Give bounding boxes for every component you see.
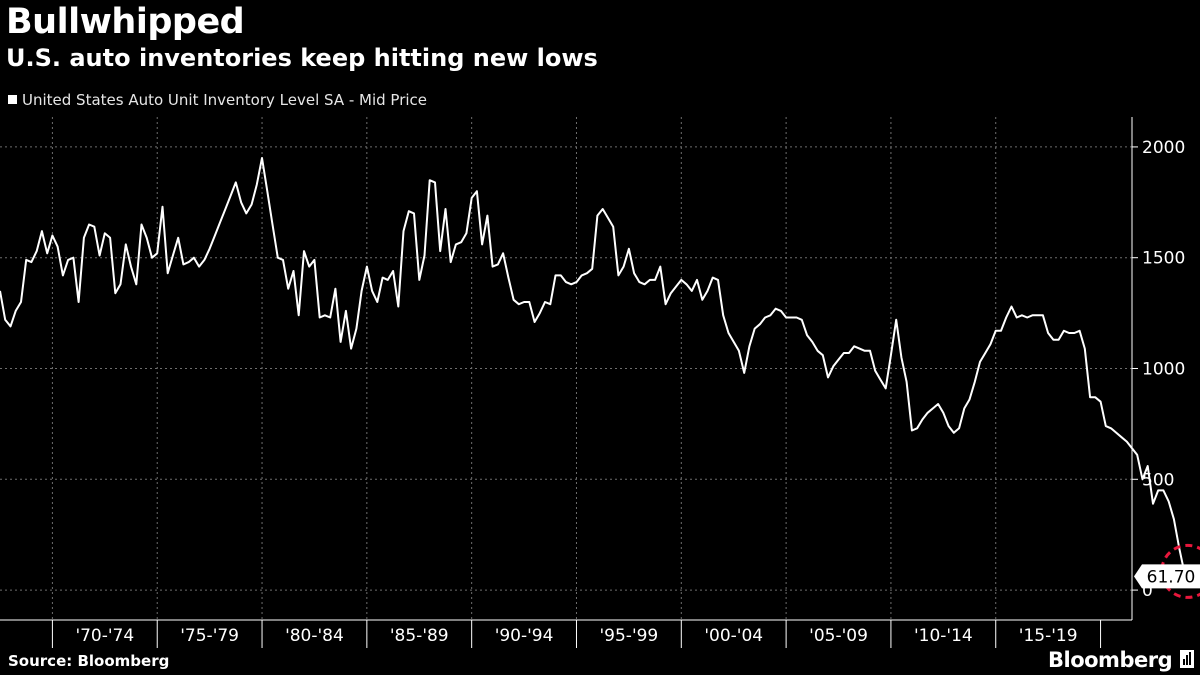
y-tick-label: 0 xyxy=(1142,581,1153,601)
y-tick-label: 1500 xyxy=(1142,249,1185,269)
x-tick-label: '70-'74 xyxy=(75,626,134,646)
legend-label: United States Auto Unit Inventory Level … xyxy=(22,91,428,109)
series-line xyxy=(0,157,1191,578)
x-tick-label: '95-'99 xyxy=(600,626,659,646)
source-note: Source: Bloomberg xyxy=(8,652,170,670)
x-tick-label: '90-'94 xyxy=(495,626,554,646)
legend: United States Auto Unit Inventory Level … xyxy=(8,91,427,109)
legend-swatch xyxy=(8,95,17,104)
highlight-circle xyxy=(1160,543,1200,599)
bloomberg-terminal-icon xyxy=(1180,650,1194,668)
x-tick-label: '75-'79 xyxy=(180,626,239,646)
x-tick-label: '00-'04 xyxy=(704,626,763,646)
brand-logo: Bloomberg xyxy=(1048,648,1173,672)
y-tick-label: 500 xyxy=(1142,470,1174,490)
chart-title: Bullwhipped xyxy=(6,2,245,42)
chart-subtitle: U.S. auto inventories keep hitting new l… xyxy=(6,44,598,72)
last-value-box xyxy=(1134,564,1200,589)
x-tick-label: '80-'84 xyxy=(285,626,344,646)
x-tick-label: '10-'14 xyxy=(914,626,973,646)
last-value-callout: 61.70 xyxy=(1134,564,1200,589)
x-tick-label: '05-'09 xyxy=(809,626,868,646)
y-tick-label: 1000 xyxy=(1142,360,1185,380)
last-value-label: 61.70 xyxy=(1147,567,1196,587)
x-tick-label: '85-'89 xyxy=(390,626,449,646)
x-tick-label: '15-'19 xyxy=(1019,626,1078,646)
y-tick-label: 2000 xyxy=(1142,138,1185,158)
